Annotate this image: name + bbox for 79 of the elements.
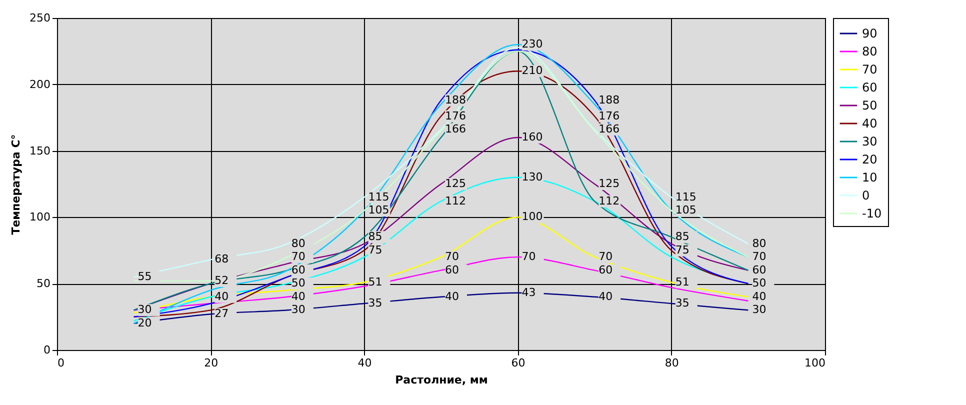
data-label: 166 bbox=[598, 122, 620, 136]
legend-label: 50 bbox=[862, 98, 878, 112]
data-label: 20 bbox=[138, 316, 152, 330]
data-label: 130 bbox=[522, 170, 543, 184]
data-label: 176 bbox=[598, 109, 620, 122]
data-label: 70 bbox=[752, 250, 766, 264]
data-label: 30 bbox=[291, 303, 306, 316]
data-label: 55 bbox=[138, 270, 152, 283]
x-tick-label: 20 bbox=[204, 356, 218, 370]
data-label: 80 bbox=[752, 236, 766, 250]
data-label: 27 bbox=[214, 307, 229, 320]
data-label: 50 bbox=[752, 276, 766, 290]
data-label: 70 bbox=[522, 250, 536, 264]
data-label: 40 bbox=[214, 290, 229, 303]
data-label: 80 bbox=[291, 236, 306, 250]
data-label: 176 bbox=[445, 109, 466, 122]
data-label: 105 bbox=[675, 204, 696, 217]
data-label: 40 bbox=[752, 290, 766, 303]
data-label: 75 bbox=[675, 243, 690, 256]
legend-label: 80 bbox=[862, 44, 878, 58]
data-label: 35 bbox=[675, 296, 690, 310]
data-label: 115 bbox=[368, 190, 390, 204]
y-tick-label: 150 bbox=[30, 144, 50, 158]
data-label: 75 bbox=[368, 243, 382, 256]
data-label: 160 bbox=[522, 130, 543, 144]
legend-label: 60 bbox=[862, 80, 878, 94]
x-axis-title: Растолние, мм bbox=[395, 374, 488, 386]
data-label: 40 bbox=[445, 290, 459, 303]
data-label: 85 bbox=[675, 230, 690, 244]
data-label: 40 bbox=[291, 290, 306, 303]
data-label: 230 bbox=[522, 38, 543, 51]
x-tick-label: 80 bbox=[664, 356, 679, 370]
data-label: 43 bbox=[522, 286, 536, 299]
legend-label: 10 bbox=[862, 170, 878, 184]
data-label: 166 bbox=[445, 122, 466, 136]
data-label: 50 bbox=[291, 276, 306, 290]
y-tick-label: 200 bbox=[30, 78, 50, 91]
data-label: 60 bbox=[752, 263, 766, 276]
data-label: 115 bbox=[675, 190, 696, 204]
data-label: 40 bbox=[598, 290, 613, 303]
data-label: 100 bbox=[522, 210, 543, 224]
data-label: 105 bbox=[368, 204, 390, 217]
data-label: 125 bbox=[598, 177, 620, 190]
y-tick-label: 50 bbox=[36, 277, 50, 290]
data-label: 210 bbox=[522, 64, 543, 78]
data-label: 30 bbox=[138, 303, 152, 316]
data-label: 60 bbox=[291, 263, 306, 276]
legend-label: 20 bbox=[862, 152, 878, 166]
data-label: 60 bbox=[598, 263, 613, 276]
x-tick-label: 100 bbox=[804, 356, 826, 370]
data-label: 188 bbox=[598, 93, 620, 106]
y-tick-label: 0 bbox=[44, 344, 50, 356]
data-label: 125 bbox=[445, 177, 466, 190]
data-label: 51 bbox=[368, 275, 382, 288]
y-tick-label: 250 bbox=[30, 12, 50, 24]
legend-label: 90 bbox=[862, 26, 878, 40]
data-label: 35 bbox=[368, 296, 382, 310]
data-label: 30 bbox=[752, 303, 766, 316]
y-axis-title: Температура С° bbox=[10, 134, 23, 235]
data-label: 70 bbox=[291, 250, 306, 264]
data-label: 188 bbox=[445, 93, 466, 106]
data-label: 85 bbox=[368, 230, 382, 244]
data-label: 70 bbox=[598, 250, 613, 264]
legend-label: 30 bbox=[862, 134, 878, 148]
x-tick-label: 40 bbox=[358, 356, 372, 370]
x-tick-label: 0 bbox=[58, 356, 64, 370]
data-label: 51 bbox=[675, 275, 690, 288]
data-label: 60 bbox=[445, 263, 459, 276]
legend-label: 40 bbox=[862, 116, 878, 130]
data-label: 112 bbox=[598, 194, 620, 208]
x-tick-label: 60 bbox=[511, 356, 526, 370]
data-label: 70 bbox=[445, 250, 459, 264]
legend-label: 0 bbox=[862, 188, 870, 202]
data-label: 52 bbox=[214, 274, 229, 287]
legend-label: 70 bbox=[862, 62, 878, 76]
data-label: 112 bbox=[445, 194, 466, 208]
legend-label: -10 bbox=[862, 206, 882, 220]
data-label: 68 bbox=[214, 252, 229, 266]
y-tick-label: 100 bbox=[30, 210, 50, 224]
